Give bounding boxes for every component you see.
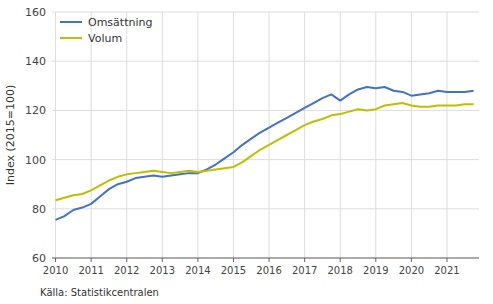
- y-grid-line: [52, 258, 479, 259]
- legend: Omsättning Volum: [60, 16, 152, 45]
- x-tick: [269, 258, 270, 262]
- x-grid-line: [197, 12, 198, 258]
- x-tick: [126, 258, 127, 262]
- x-tick-label: 2013: [150, 265, 175, 276]
- x-tick: [375, 258, 376, 262]
- x-grid-line: [375, 12, 376, 258]
- y-grid-line: [52, 61, 479, 62]
- legend-swatch: [60, 21, 82, 23]
- x-axis-line: [52, 258, 479, 259]
- y-grid-line: [52, 208, 479, 209]
- y-tick-label: 120: [25, 104, 46, 117]
- series-line: [56, 87, 474, 220]
- y-grid-line: [52, 12, 479, 13]
- x-grid-line: [126, 12, 127, 258]
- y-axis-label: Index (2015=100): [4, 85, 17, 186]
- y-grid-line: [52, 159, 479, 160]
- x-tick-label: 2017: [292, 265, 317, 276]
- x-tick-label: 2015: [221, 265, 246, 276]
- x-tick-label: 2012: [114, 265, 139, 276]
- x-tick-label: 2011: [78, 265, 103, 276]
- x-tick: [55, 258, 56, 262]
- x-grid-line: [411, 12, 412, 258]
- y-tick-label: 140: [25, 55, 46, 68]
- legend-label: Omsättning: [88, 16, 152, 29]
- chart-svg: 60 80 100 120 140 160 2010 2011 2012 2013 2014 2015…: [0, 0, 493, 304]
- lines: [56, 87, 474, 220]
- y-tick-label: 80: [32, 203, 46, 216]
- x-grid-line: [340, 12, 341, 258]
- grid: [52, 12, 479, 258]
- y-tick-label: 60: [32, 252, 46, 265]
- series-line: [56, 103, 474, 200]
- x-tick-label: 2016: [256, 265, 281, 276]
- x-tick-label: 2019: [363, 265, 388, 276]
- x-tick-label: 2014: [185, 265, 210, 276]
- x-tick: [91, 258, 92, 262]
- x-tick: [233, 258, 234, 262]
- x-tick: [340, 258, 341, 262]
- x-grid-line: [446, 12, 447, 258]
- x-tick-label: 2020: [399, 265, 424, 276]
- x-grid-line: [233, 12, 234, 258]
- legend-swatch: [60, 37, 82, 39]
- x-grid-line: [162, 12, 163, 258]
- x-grid-line: [55, 12, 56, 258]
- chart-container: 60 80 100 120 140 160 2010 2011 2012 2013 2014 2015…: [0, 0, 493, 304]
- x-tick: [304, 258, 305, 262]
- x-tick-label: 2010: [43, 265, 68, 276]
- x-tick-label: 2021: [434, 265, 459, 276]
- y-tick-label: 160: [25, 6, 46, 19]
- x-tick: [162, 258, 163, 262]
- y-tick-label: 100: [25, 154, 46, 167]
- x-grid-line: [304, 12, 305, 258]
- y-grid-line: [52, 110, 479, 111]
- x-grid-line: [269, 12, 270, 258]
- legend-label: Volum: [88, 32, 122, 45]
- x-tick: [446, 258, 447, 262]
- x-tick-label: 2018: [327, 265, 352, 276]
- x-grid-line: [91, 12, 92, 258]
- x-tick: [197, 258, 198, 262]
- source-note: Källa: Statistikcentralen: [40, 287, 159, 298]
- x-tick: [411, 258, 412, 262]
